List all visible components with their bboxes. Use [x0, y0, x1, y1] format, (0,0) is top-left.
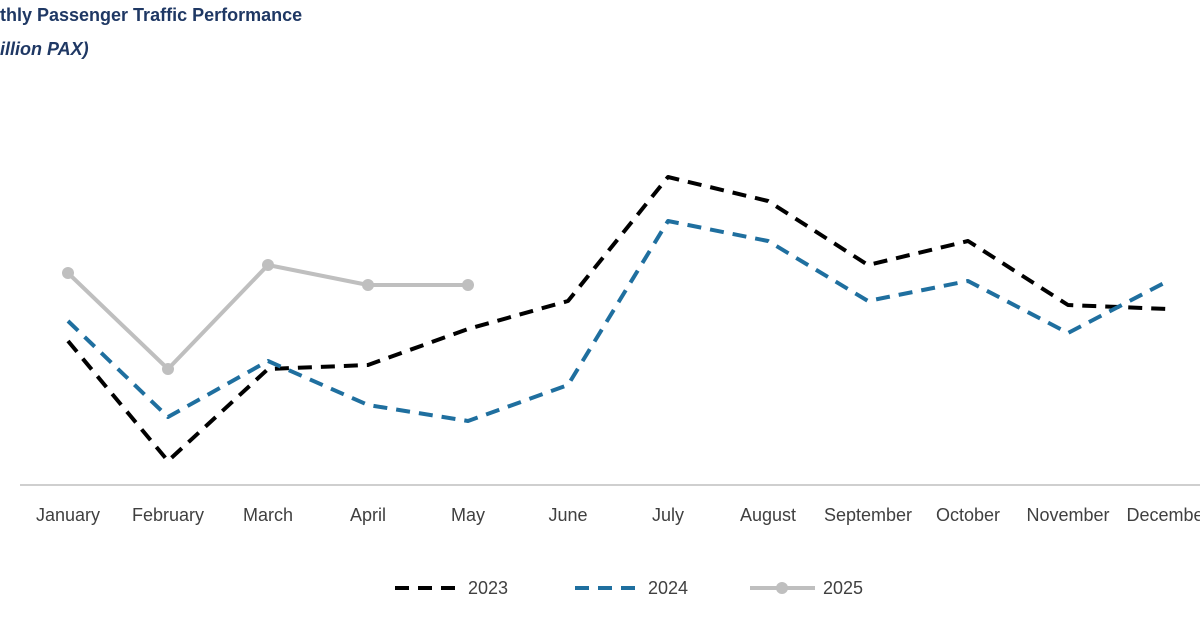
x-tick-label: September: [824, 505, 912, 525]
series-marker: [462, 279, 474, 291]
series-marker: [362, 279, 374, 291]
series-marker: [62, 267, 74, 279]
x-tick-label: December: [1126, 505, 1200, 525]
series-marker: [162, 363, 174, 375]
legend-label: 2025: [823, 578, 863, 598]
legend-label: 2023: [468, 578, 508, 598]
x-tick-label: January: [36, 505, 100, 525]
series-line: [66, 219, 1169, 423]
legend-label: 2024: [648, 578, 688, 598]
chart-title: thly Passenger Traffic Performance: [0, 5, 302, 25]
x-tick-label: June: [548, 505, 587, 525]
x-tick-label: March: [243, 505, 293, 525]
legend-marker: [776, 582, 788, 594]
x-tick-label: August: [740, 505, 796, 525]
x-tick-label: November: [1026, 505, 1109, 525]
x-tick-label: February: [132, 505, 204, 525]
chart-subtitle: illion PAX): [0, 39, 89, 59]
x-tick-label: May: [451, 505, 485, 525]
series-marker: [262, 259, 274, 271]
x-tick-label: July: [652, 505, 684, 525]
series-line: [66, 175, 1169, 463]
x-tick-label: April: [350, 505, 386, 525]
x-tick-label: October: [936, 505, 1000, 525]
